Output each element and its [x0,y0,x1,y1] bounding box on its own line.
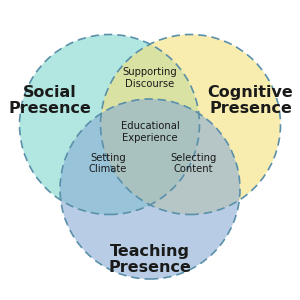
Text: Cognitive
Presence: Cognitive Presence [208,85,293,116]
Text: Selecting
Content: Selecting Content [170,153,217,174]
Text: Teaching
Presence: Teaching Presence [109,244,191,275]
Text: Educational
Experience: Educational Experience [121,121,179,143]
Text: Supporting
Discourse: Supporting Discourse [123,67,177,89]
Text: Setting
Climate: Setting Climate [89,153,127,174]
Circle shape [20,34,200,214]
Text: Social
Presence: Social Presence [8,85,91,116]
Circle shape [100,34,280,214]
Circle shape [60,99,240,279]
